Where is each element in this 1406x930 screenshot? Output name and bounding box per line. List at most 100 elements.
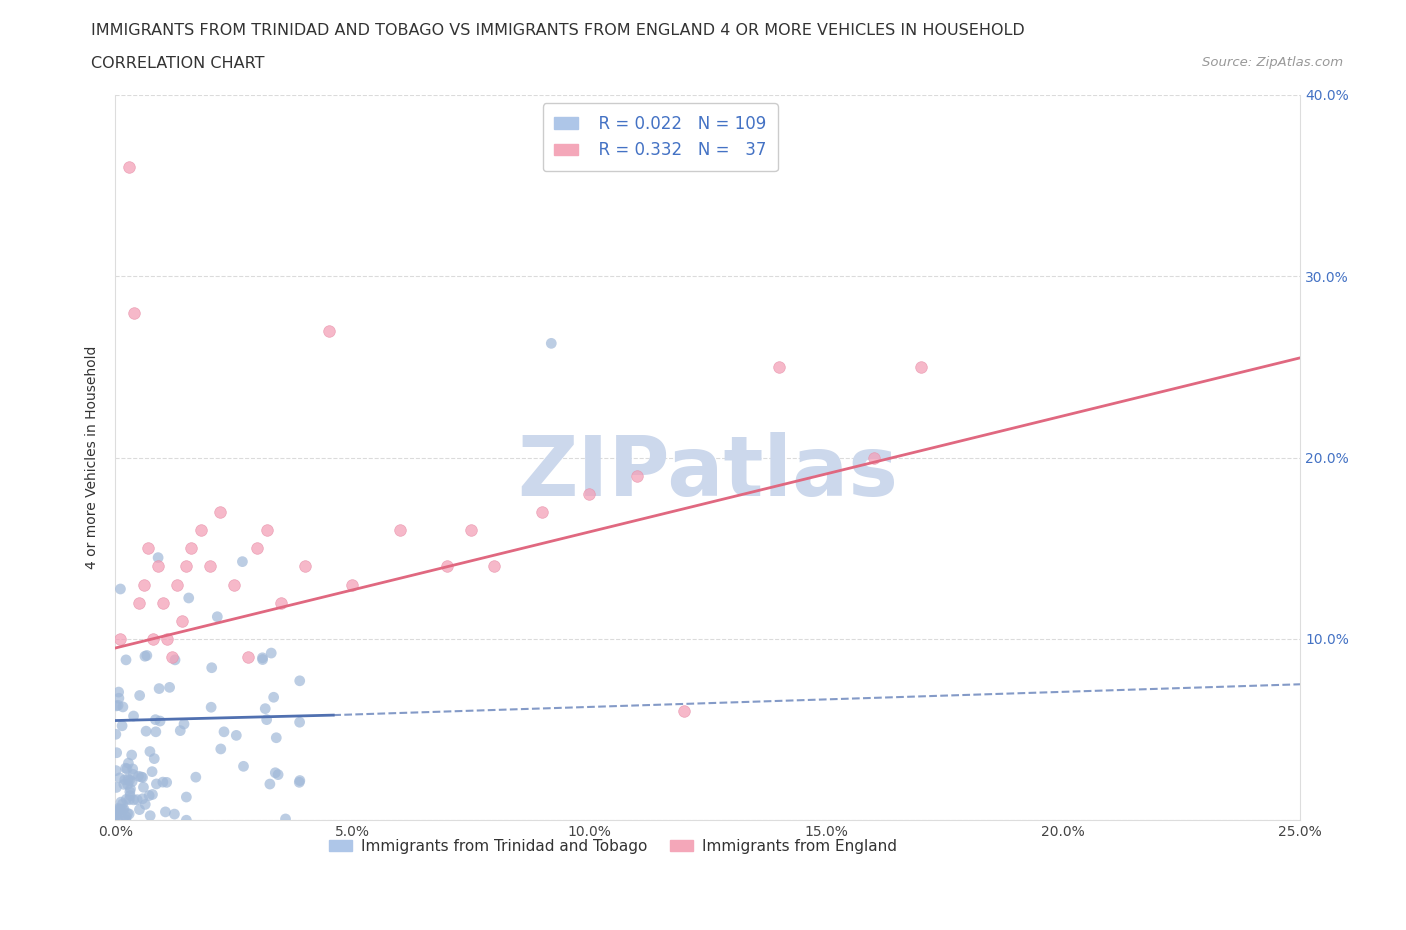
Point <box>105 698 128 713</box>
Point <box>138 541 160 556</box>
Legend: Immigrants from Trinidad and Tobago, Immigrants from England: Immigrants from Trinidad and Tobago, Imm… <box>322 832 903 860</box>
Point <box>107 684 129 699</box>
Point <box>256 523 278 538</box>
Point <box>141 787 163 802</box>
Point <box>294 559 316 574</box>
Point <box>288 775 311 790</box>
Point <box>155 804 177 819</box>
Text: Source: ZipAtlas.com: Source: ZipAtlas.com <box>1202 56 1343 69</box>
Point <box>122 709 145 724</box>
Point <box>672 704 695 719</box>
Point <box>111 796 134 811</box>
Point <box>105 807 128 822</box>
Point <box>115 792 138 807</box>
Point <box>108 770 131 785</box>
Point <box>121 748 143 763</box>
Point <box>163 806 186 821</box>
Text: IMMIGRANTS FROM TRINIDAD AND TOBAGO VS IMMIGRANTS FROM ENGLAND 4 OR MORE VEHICLE: IMMIGRANTS FROM TRINIDAD AND TOBAGO VS I… <box>91 23 1025 38</box>
Point <box>118 160 141 175</box>
Point <box>288 673 311 688</box>
Point <box>201 660 224 675</box>
Point <box>132 578 155 592</box>
Point <box>108 691 131 706</box>
Point <box>141 764 163 779</box>
Point <box>176 559 198 574</box>
Point <box>768 360 790 375</box>
Point <box>176 790 198 804</box>
Point <box>112 777 135 791</box>
Point <box>128 595 150 610</box>
Point <box>122 792 145 807</box>
Point <box>104 727 127 742</box>
Point <box>108 802 131 817</box>
Point <box>112 802 135 817</box>
Point <box>120 788 142 803</box>
Point <box>252 650 274 665</box>
Point <box>256 712 278 727</box>
Point <box>111 699 134 714</box>
Point <box>264 765 287 780</box>
Point <box>120 781 142 796</box>
Point <box>117 771 139 786</box>
Point <box>115 653 138 668</box>
Point <box>388 523 411 538</box>
Point <box>146 551 169 565</box>
Point <box>484 559 506 574</box>
Point <box>146 559 169 574</box>
Point <box>107 698 129 712</box>
Point <box>170 614 193 629</box>
Point <box>134 649 156 664</box>
Point <box>118 792 141 807</box>
Point <box>114 761 136 776</box>
Point <box>288 773 311 788</box>
Point <box>107 803 129 817</box>
Point <box>104 764 127 778</box>
Point <box>111 718 134 733</box>
Point <box>117 756 139 771</box>
Point <box>152 775 174 790</box>
Point <box>159 680 181 695</box>
Point <box>212 724 235 739</box>
Point <box>149 713 172 728</box>
Point <box>117 777 139 792</box>
Point <box>862 450 884 465</box>
Point <box>176 813 198 828</box>
Point <box>148 681 170 696</box>
Point <box>105 780 128 795</box>
Point <box>121 762 143 777</box>
Point <box>460 523 482 538</box>
Point <box>132 780 155 795</box>
Point <box>910 360 932 375</box>
Point <box>246 541 269 556</box>
Point <box>127 792 149 807</box>
Point <box>105 745 128 760</box>
Point <box>117 806 139 821</box>
Point <box>540 336 562 351</box>
Text: ZIPatlas: ZIPatlas <box>517 432 898 512</box>
Point <box>252 652 274 667</box>
Point <box>254 701 277 716</box>
Point <box>231 554 253 569</box>
Point <box>173 717 195 732</box>
Point <box>115 762 138 777</box>
Point <box>108 631 131 646</box>
Point <box>152 595 174 610</box>
Point <box>160 650 183 665</box>
Point <box>578 486 600 501</box>
Point <box>139 744 162 759</box>
Point <box>209 741 232 756</box>
Point <box>110 581 132 596</box>
Point <box>131 791 153 806</box>
Point <box>122 767 145 782</box>
Point <box>105 808 128 823</box>
Point <box>166 578 188 592</box>
Point <box>318 324 340 339</box>
Point <box>263 690 285 705</box>
Point <box>626 469 648 484</box>
Point <box>184 770 207 785</box>
Text: CORRELATION CHART: CORRELATION CHART <box>91 56 264 71</box>
Point <box>200 699 222 714</box>
Point <box>131 770 153 785</box>
Point <box>207 609 229 624</box>
Point <box>112 812 135 827</box>
